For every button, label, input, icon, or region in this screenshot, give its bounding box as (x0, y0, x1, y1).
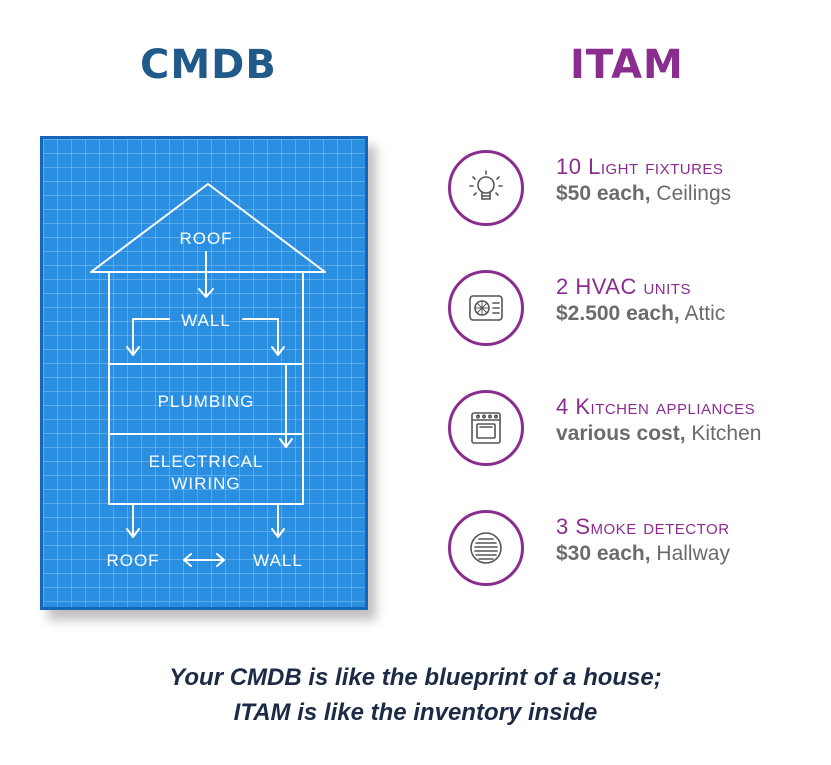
item-cost: $30 each, (556, 542, 651, 565)
item-detail: $30 each, Hallway (556, 542, 730, 566)
caption-line-2: ITAM is like the inventory inside (233, 699, 598, 726)
itam-item-hvac-units: 2 HVAC units $2.500 each, Attic (448, 270, 818, 354)
roof-outline (90, 183, 326, 273)
roof-label: ROOF (179, 229, 232, 248)
item-detail: $2.500 each, Attic (556, 302, 725, 326)
item-detail: $50 each, Ceilings (556, 182, 731, 206)
item-cost: $2.500 each, (556, 302, 680, 325)
wiring-label: WIRING (171, 474, 240, 493)
item-name: 10 Light fixtures (556, 154, 724, 179)
item-name: 2 HVAC units (556, 274, 691, 299)
caption-line-1: Your CMDB is like the blueprint of a hou… (169, 664, 662, 691)
electrical-label: ELECTRICAL (149, 452, 264, 471)
item-name: 4 Kitchen appliances (556, 394, 756, 419)
cmdb-heading: CMDB (140, 42, 277, 88)
light-bulb-icon (448, 150, 524, 226)
itam-heading: ITAM (570, 42, 684, 88)
item-location: Attic (684, 302, 726, 325)
item-detail: various cost, Kitchen (556, 422, 761, 446)
itam-item-light-fixtures: 10 Light fixtures $50 each, Ceilings (448, 150, 818, 234)
item-cost: various cost, (556, 422, 686, 445)
item-location: Ceilings (656, 182, 732, 205)
house-blueprint: ROOF WALL PLUMBING ELECTRICAL WIRING ROO… (40, 136, 368, 610)
hvac-unit-icon (448, 270, 524, 346)
smoke-detector-icon (448, 510, 524, 586)
oven-icon (448, 390, 524, 466)
item-cost: $50 each, (556, 182, 651, 205)
wall-label: WALL (181, 311, 231, 330)
itam-item-smoke-detector: 3 Smoke detector $30 each, Hallway (448, 510, 818, 594)
plumbing-label: PLUMBING (158, 392, 255, 411)
itam-item-kitchen-appliances: 4 Kitchen appliances various cost, Kitch… (448, 390, 818, 474)
roof-bottom-label: ROOF (106, 551, 159, 570)
caption: Your CMDB is like the blueprint of a hou… (0, 660, 831, 730)
item-location: Hallway (656, 542, 730, 565)
item-location: Kitchen (691, 422, 762, 445)
item-name: 3 Smoke detector (556, 514, 730, 539)
wall-bottom-label: WALL (253, 551, 303, 570)
